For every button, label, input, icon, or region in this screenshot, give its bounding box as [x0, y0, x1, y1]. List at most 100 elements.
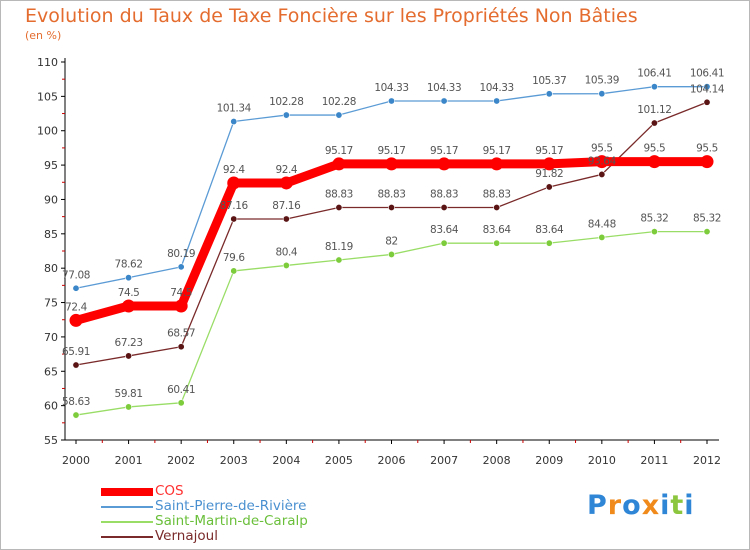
y-tick-label: 75 [44, 297, 58, 310]
legend-item-cos: COS [101, 484, 308, 499]
data-label-saint-martin-de-caralp: 60.41 [167, 384, 195, 396]
data-label-cos: 95.5 [644, 143, 666, 155]
y-tick-label: 60 [44, 400, 58, 413]
data-label-cos: 95.17 [377, 145, 405, 157]
data-point-cos [227, 176, 241, 190]
legend-item-saint-pierre: Saint-Pierre-de-Rivière [101, 499, 308, 514]
x-tick-label: 2002 [167, 454, 195, 467]
data-label-cos: 95.17 [483, 145, 511, 157]
data-label-cos: 72.4 [65, 301, 87, 313]
data-point-vernajoul [387, 203, 395, 211]
data-point-cos [595, 155, 609, 169]
data-label-cos: 74.5 [170, 287, 192, 299]
data-point-vernajoul [335, 203, 343, 211]
data-label-vernajoul: 91.82 [535, 168, 563, 180]
data-label-saint-martin-de-caralp: 59.81 [115, 388, 143, 400]
data-point-saint-martin-de-caralp [650, 228, 658, 236]
data-point-saint-martin-de-caralp [335, 256, 343, 264]
data-point-saint-martin-de-caralp [545, 239, 553, 247]
data-label-cos: 95.17 [325, 145, 353, 157]
y-tick-label: 55 [44, 434, 58, 447]
data-point-cos [332, 157, 346, 171]
data-point-vernajoul [440, 203, 448, 211]
x-tick-label: 2000 [62, 454, 90, 467]
proxiti-logo: Proxiti [587, 490, 695, 521]
legend-swatch-saint-pierre [101, 505, 153, 508]
data-point-saint-pierre-de-rivi-re [493, 97, 501, 105]
data-label-saint-pierre-de-rivi-re: 102.28 [322, 96, 356, 108]
data-point-saint-martin-de-caralp [282, 261, 290, 269]
data-label-vernajoul: 104.14 [690, 83, 725, 95]
data-point-saint-martin-de-caralp [387, 250, 395, 258]
data-label-saint-pierre-de-rivi-re: 77.08 [62, 269, 90, 281]
data-label-saint-martin-de-caralp: 58.63 [62, 396, 90, 408]
data-label-vernajoul: 67.23 [115, 337, 143, 349]
data-point-saint-martin-de-caralp [177, 399, 185, 407]
legend-label-vernajoul: Vernajoul [155, 528, 218, 544]
data-label-saint-martin-de-caralp: 85.32 [693, 213, 721, 225]
data-label-vernajoul: 88.83 [430, 188, 458, 200]
data-point-saint-martin-de-caralp [493, 239, 501, 247]
y-tick-label: 105 [37, 90, 58, 103]
data-label-saint-pierre-de-rivi-re: 106.41 [690, 68, 724, 80]
data-label-vernajoul: 93.64 [588, 155, 617, 167]
data-label-saint-martin-de-caralp: 85.32 [640, 213, 668, 225]
data-label-vernajoul: 88.83 [483, 188, 511, 200]
data-point-saint-pierre-de-rivi-re [598, 90, 606, 98]
data-label-saint-pierre-de-rivi-re: 78.62 [115, 259, 143, 271]
data-label-vernajoul: 88.83 [325, 188, 353, 200]
data-point-saint-pierre-de-rivi-re [230, 118, 238, 126]
data-label-cos: 74.5 [118, 287, 140, 299]
y-tick-label: 110 [37, 56, 58, 69]
data-point-saint-martin-de-caralp [72, 411, 80, 419]
data-label-saint-martin-de-caralp: 82 [385, 235, 398, 247]
data-label-saint-martin-de-caralp: 83.64 [535, 224, 564, 236]
data-point-cos [490, 157, 504, 171]
data-label-saint-pierre-de-rivi-re: 104.33 [479, 82, 513, 94]
data-point-vernajoul [703, 98, 711, 106]
legend-label-saint-martin: Saint-Martin-de-Caralp [155, 513, 308, 529]
data-point-saint-martin-de-caralp [125, 403, 133, 411]
data-label-cos: 95.17 [430, 145, 458, 157]
data-label-vernajoul: 87.16 [220, 200, 249, 212]
x-tick-label: 2010 [588, 454, 616, 467]
data-label-saint-pierre-de-rivi-re: 101.34 [217, 103, 252, 115]
data-point-saint-pierre-de-rivi-re [282, 111, 290, 119]
data-point-cos [174, 299, 188, 313]
y-tick-label: 90 [44, 193, 58, 206]
data-label-vernajoul: 101.12 [637, 104, 671, 116]
data-label-cos: 92.4 [275, 164, 297, 176]
data-label-vernajoul: 68.57 [167, 328, 195, 340]
line-chart: 55 60 65 70 75 80 85 90 95 100 105 110 2000 2001 2002 2… [37, 56, 725, 467]
data-point-saint-pierre-de-rivi-re [72, 284, 80, 292]
chart-title: Evolution du Taux de Taxe Foncière sur l… [25, 5, 638, 27]
data-point-saint-pierre-de-rivi-re [335, 111, 343, 119]
logo-letter: t [670, 490, 685, 521]
legend-item-saint-martin: Saint-Martin-de-Caralp [101, 514, 308, 529]
x-tick-label: 2011 [640, 454, 668, 467]
data-point-cos [700, 155, 714, 169]
data-label-saint-martin-de-caralp: 81.19 [325, 241, 353, 253]
data-point-cos [385, 157, 398, 171]
y-tick-label: 70 [44, 331, 58, 344]
data-point-saint-pierre-de-rivi-re [650, 83, 658, 91]
data-point-cos [542, 157, 556, 171]
series-lines [69, 83, 714, 419]
x-tick-label: 2003 [220, 454, 248, 467]
legend-label-saint-pierre: Saint-Pierre-de-Rivière [155, 498, 307, 514]
data-label-saint-martin-de-caralp: 79.6 [223, 252, 245, 264]
data-label-saint-pierre-de-rivi-re: 105.37 [532, 75, 566, 87]
data-label-cos: 92.4 [223, 164, 245, 176]
data-label-saint-pierre-de-rivi-re: 105.39 [585, 75, 619, 87]
logo-letter: P [587, 490, 608, 521]
data-point-saint-pierre-de-rivi-re [545, 90, 553, 98]
logo-letter: i [684, 490, 695, 521]
data-point-saint-pierre-de-rivi-re [440, 97, 448, 105]
x-tick-label: 2004 [272, 454, 300, 467]
logo-letter: r [607, 490, 623, 521]
data-label-saint-pierre-de-rivi-re: 106.41 [637, 68, 671, 80]
data-label-saint-pierre-de-rivi-re: 102.28 [269, 96, 303, 108]
legend-label-cos: COS [155, 483, 184, 499]
legend: COS Saint-Pierre-de-Rivière Saint-Martin… [101, 484, 308, 544]
